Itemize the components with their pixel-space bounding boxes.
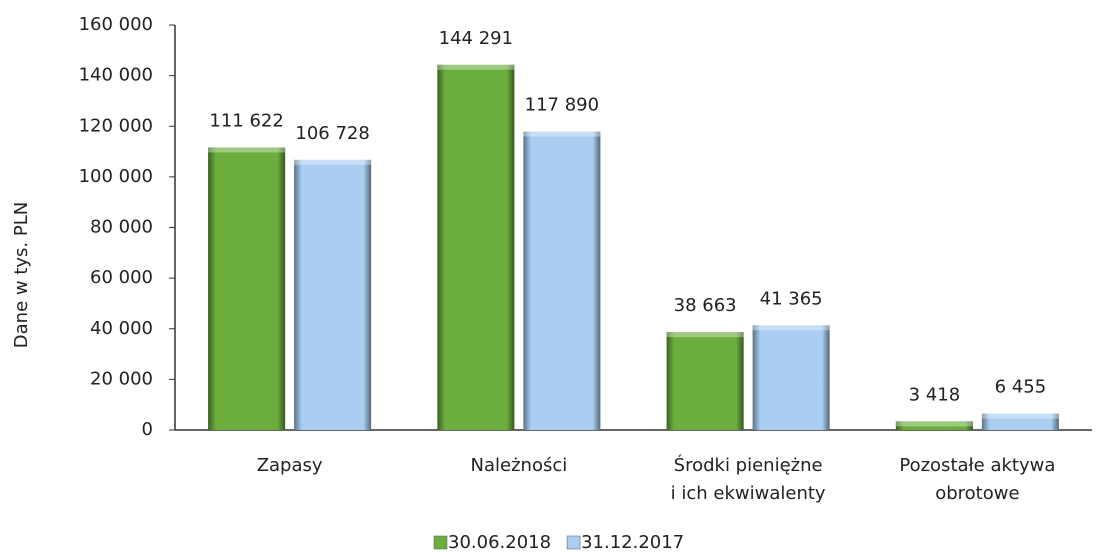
- y-tick-label: 40 000: [90, 318, 153, 339]
- bar-cap: [208, 147, 286, 153]
- bar-cap: [895, 421, 973, 427]
- bar-shade: [752, 325, 830, 430]
- bar-shade: [208, 147, 286, 430]
- x-tick-label: Należności: [470, 455, 568, 476]
- x-tick-label: Pozostałe aktywa obrotowe: [899, 455, 1056, 504]
- y-tick-label: 140 000: [79, 65, 153, 86]
- bar-shade: [981, 413, 1059, 430]
- data-label: 3 418: [909, 384, 961, 405]
- y-tick-label: 160 000: [79, 14, 153, 35]
- data-label: 38 663: [674, 295, 737, 316]
- legend-label: 31.12.2017: [581, 532, 684, 552]
- data-label: 111 622: [209, 110, 283, 131]
- bar-shade: [437, 64, 515, 431]
- y-tick-label: 20 000: [90, 368, 153, 389]
- x-tick-label: Zapasy: [256, 455, 323, 476]
- bar-cap: [666, 332, 744, 338]
- legend-swatch: [566, 535, 581, 550]
- bar-cap: [523, 131, 601, 137]
- y-tick-label: 0: [142, 419, 153, 440]
- bar-shade: [895, 421, 973, 430]
- legend-label: 30.06.2018: [448, 532, 551, 552]
- y-tick-label: 80 000: [90, 217, 153, 238]
- bar-cap: [294, 159, 372, 165]
- bar-cap: [752, 325, 830, 331]
- x-tick-label: Środki pieniężne i ich ekwiwalenty: [670, 455, 826, 504]
- data-label: 117 890: [525, 95, 599, 116]
- data-label: 41 365: [760, 288, 823, 309]
- bar-shade: [666, 332, 744, 430]
- bar-cap: [981, 413, 1059, 419]
- y-axis-label: Dane w tys. PLN: [11, 202, 32, 348]
- data-label: 144 291: [439, 28, 513, 49]
- y-tick-label: 120 000: [79, 115, 153, 136]
- bar-shade: [523, 131, 601, 430]
- bar-shade: [294, 159, 372, 430]
- legend-swatch: [433, 535, 448, 550]
- data-label: 6 455: [995, 377, 1047, 398]
- data-label: 106 728: [295, 123, 369, 144]
- y-tick-label: 60 000: [90, 267, 153, 288]
- y-tick-label: 100 000: [79, 166, 153, 187]
- bar-cap: [437, 64, 515, 70]
